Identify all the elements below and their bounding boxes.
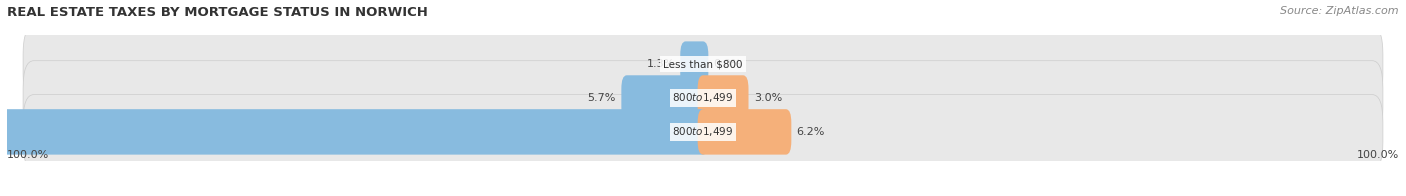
Text: $800 to $1,499: $800 to $1,499 (672, 92, 734, 104)
FancyBboxPatch shape (681, 41, 709, 87)
Text: $800 to $1,499: $800 to $1,499 (672, 125, 734, 138)
Text: 0.0%: 0.0% (714, 59, 742, 69)
Text: 100.0%: 100.0% (7, 150, 49, 160)
Text: Less than $800: Less than $800 (664, 59, 742, 69)
FancyBboxPatch shape (697, 75, 748, 121)
FancyBboxPatch shape (22, 27, 1384, 101)
Text: 6.2%: 6.2% (797, 127, 825, 137)
Text: 100.0%: 100.0% (1357, 150, 1399, 160)
FancyBboxPatch shape (697, 109, 792, 155)
Text: 1.3%: 1.3% (647, 59, 675, 69)
Text: 5.7%: 5.7% (588, 93, 616, 103)
FancyBboxPatch shape (621, 75, 709, 121)
FancyBboxPatch shape (22, 61, 1384, 135)
Text: REAL ESTATE TAXES BY MORTGAGE STATUS IN NORWICH: REAL ESTATE TAXES BY MORTGAGE STATUS IN … (7, 6, 427, 19)
FancyBboxPatch shape (22, 95, 1384, 169)
Text: Source: ZipAtlas.com: Source: ZipAtlas.com (1281, 6, 1399, 16)
Text: 3.0%: 3.0% (754, 93, 782, 103)
FancyBboxPatch shape (0, 109, 709, 155)
